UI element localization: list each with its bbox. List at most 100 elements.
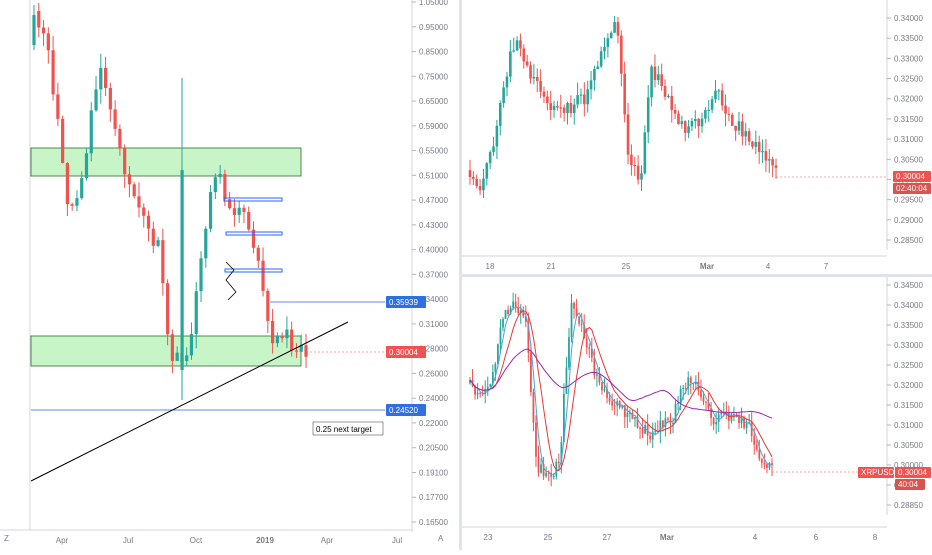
- candle-body: [37, 11, 41, 28]
- drawn-zigzag: [225, 261, 237, 301]
- candle-body: [754, 141, 758, 147]
- candle-body: [646, 97, 650, 133]
- candle-body: [185, 355, 189, 362]
- candle-body: [611, 401, 614, 406]
- intraday-chart-panel[interactable]: 0.34500 0.34000 0.33500 0.33000 0.32500 0.320…: [462, 277, 932, 550]
- time-tick-label: Oct: [190, 536, 203, 545]
- candle-body: [555, 461, 558, 476]
- candle-body: [712, 417, 715, 425]
- annotation-box: [312, 421, 384, 436]
- candle-body: [552, 105, 556, 110]
- candle-body: [32, 15, 36, 45]
- candle-body: [123, 148, 127, 175]
- price-tag-bg: [895, 467, 931, 478]
- candle-body: [194, 291, 198, 335]
- symbol-tag-bg: [858, 467, 894, 478]
- time-tick-label: 27: [603, 533, 612, 542]
- candle-body: [41, 27, 46, 34]
- candle-body: [593, 69, 596, 81]
- candle-body: [70, 204, 74, 206]
- candle-body: [514, 301, 517, 308]
- candle-body: [613, 405, 616, 407]
- price-tick-label: 0.95000: [419, 23, 448, 32]
- candle-body: [80, 178, 84, 199]
- candle-body: [755, 444, 758, 450]
- price-tick-label: 0.30500: [894, 155, 923, 164]
- price-tick-label: 0.32000: [894, 95, 923, 104]
- candle-body: [717, 90, 721, 92]
- candle-body: [285, 329, 289, 339]
- price-tick-label: 0.29000: [894, 216, 923, 225]
- candle-body: [657, 74, 660, 81]
- candle-body: [468, 170, 472, 178]
- trendline: [30, 321, 349, 482]
- candle-body: [275, 335, 279, 344]
- candle-body: [559, 107, 563, 109]
- candle-body: [636, 165, 640, 180]
- price-tick-label: 0.29500: [894, 196, 923, 205]
- time-tick-label: 25: [544, 533, 553, 542]
- candle-body: [601, 382, 603, 391]
- price-tag-bg: [386, 346, 426, 358]
- support-zone: [30, 335, 302, 367]
- candle-body: [590, 348, 593, 358]
- candle-body: [623, 73, 626, 115]
- time-tick-label: 4: [766, 262, 771, 271]
- candle-body: [774, 165, 778, 168]
- scale-corner-right: A: [438, 534, 444, 543]
- candle-body: [502, 318, 504, 328]
- candle-body: [208, 192, 213, 229]
- candle-body: [690, 121, 694, 127]
- candle-body: [127, 174, 132, 185]
- hourly-chart[interactable]: 0.34000 0.33500 0.33000 0.32500 0.32000 0.315…: [462, 0, 932, 275]
- candle-body: [474, 385, 476, 395]
- candle-body: [512, 50, 516, 52]
- candle-body: [498, 103, 502, 126]
- candle-body: [750, 421, 753, 436]
- price-tick-label: 0.85000: [419, 48, 448, 57]
- candle-body: [545, 472, 548, 477]
- candle-body: [530, 352, 532, 393]
- weekly-chart[interactable]: 1.05000 0.95000 0.85000 0.75000 0.65000 0.590…: [0, 0, 460, 550]
- candle-body: [616, 22, 620, 36]
- candle-body: [509, 307, 512, 314]
- price-tick-label: 0.31500: [894, 115, 923, 124]
- candle-body: [710, 99, 714, 110]
- panel-divider-horizontal[interactable]: [462, 274, 932, 277]
- candle-body: [654, 430, 657, 433]
- candle-body: [56, 94, 60, 119]
- countdown-tag-bg: [895, 479, 925, 490]
- intraday-chart[interactable]: 0.34500 0.34000 0.33500 0.33000 0.32500 0.320…: [462, 277, 932, 550]
- candle-body: [565, 367, 568, 394]
- price-tag: 0.30004: [898, 468, 927, 477]
- panel-divider-vertical[interactable]: [459, 0, 462, 550]
- candle-body: [522, 48, 526, 62]
- candle-body: [223, 173, 227, 200]
- candle-body: [532, 392, 535, 423]
- candle-body: [673, 109, 677, 114]
- candle-body: [730, 414, 733, 421]
- candle-body: [151, 228, 155, 246]
- price-tick-label: 0.40000: [419, 246, 448, 255]
- candle-body: [767, 159, 771, 161]
- candle-body: [294, 350, 299, 352]
- time-tick-label: Jul: [123, 536, 133, 545]
- candle-body: [527, 321, 530, 353]
- candle-body: [687, 377, 690, 389]
- symbol-tag: XRPUSD: [861, 468, 895, 477]
- candle-body: [702, 397, 705, 402]
- hourly-chart-panel[interactable]: 0.34000 0.33500 0.33000 0.32500 0.32000 0.315…: [462, 0, 932, 275]
- time-tick-label: Apr: [56, 536, 69, 545]
- candle-body: [560, 442, 563, 463]
- price-tick-label: 0.34000: [894, 301, 923, 310]
- price-tick-label: 0.75000: [419, 72, 448, 81]
- weekly-chart-panel[interactable]: 1.05000 0.95000 0.85000 0.75000 0.65000 0.590…: [0, 0, 460, 550]
- candle-body: [737, 121, 741, 131]
- candle-body: [603, 46, 606, 52]
- candle-body: [700, 390, 702, 398]
- candle-body: [747, 131, 751, 142]
- candle-body: [660, 74, 663, 87]
- price-tick-label: 0.30500: [894, 441, 923, 450]
- candle-body: [630, 154, 633, 165]
- price-tick-label: 0.16500: [419, 518, 448, 527]
